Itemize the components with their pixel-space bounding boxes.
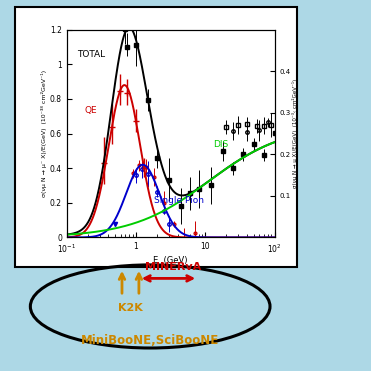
Text: DIS: DIS (213, 140, 229, 150)
Text: K2K: K2K (118, 303, 143, 313)
Y-axis label: σ(νμ N → μ X)/E(GeV)  (10⁻³‹ cm²GeV⁻¹): σ(νμ N → μ X)/E(GeV) (10⁻³‹ cm²GeV⁻¹) (292, 79, 298, 188)
Y-axis label: σ(νμ N → μ⁻ X)/E(GeV)  (10⁻³⁸ cm²GeV⁻¹): σ(νμ N → μ⁻ X)/E(GeV) (10⁻³⁸ cm²GeV⁻¹) (41, 70, 47, 197)
Text: QE: QE (85, 106, 97, 115)
X-axis label: E  (GeV): E (GeV) (154, 256, 188, 265)
Text: Single Pion: Single Pion (154, 196, 204, 205)
Text: TOTAL: TOTAL (77, 50, 105, 59)
Text: MiniBooNE,SciBooNE: MiniBooNE,SciBooNE (81, 334, 219, 347)
Text: MINERvA: MINERvA (145, 262, 201, 272)
